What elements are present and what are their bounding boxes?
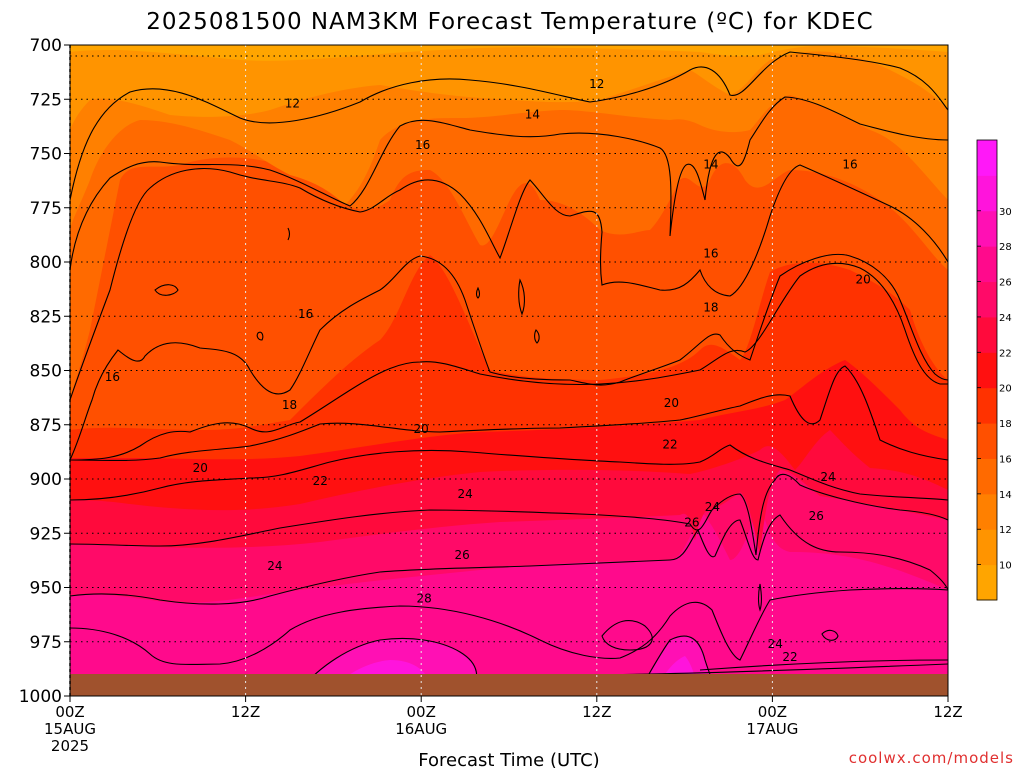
colorbar-swatch xyxy=(977,316,997,353)
contour-label: 26 xyxy=(455,548,470,562)
colorbar-label: 28 xyxy=(999,242,1012,253)
x-tick-label: 12Z xyxy=(231,703,260,721)
colorbar-swatch xyxy=(977,140,997,176)
colorbar-label: 12 xyxy=(999,525,1012,536)
colorbar-label: 20 xyxy=(999,384,1012,395)
terrain-below-ground xyxy=(70,674,948,696)
y-tick-label: 725 xyxy=(30,90,62,110)
contour-labels: 1212141416161616161818202020202222242424… xyxy=(105,77,871,664)
contour-label: 18 xyxy=(703,301,718,315)
x-tick-label: 00Z xyxy=(55,703,84,721)
colorbar-swatch xyxy=(977,458,997,495)
colorbar-label: 18 xyxy=(999,419,1012,430)
x-tick-label: 17AUG xyxy=(746,720,798,738)
colorbar-swatch xyxy=(977,529,997,566)
colorbar: 10 12 14 16 18 20 22 24 26 28 30 xyxy=(976,139,1012,601)
contour-label: 24 xyxy=(820,470,835,484)
x-tick-label: 15AUG xyxy=(44,720,96,738)
contour-label: 24 xyxy=(705,500,720,514)
y-tick-label: 825 xyxy=(30,307,62,327)
x-axis-title: Forecast Time (UTC) xyxy=(418,750,599,768)
colorbar-swatch xyxy=(977,175,997,212)
y-tick-label: 875 xyxy=(30,416,62,436)
x-tick-label: 12Z xyxy=(933,703,962,721)
colorbar-label: 24 xyxy=(999,313,1012,324)
contour-label: 24 xyxy=(457,487,472,501)
x-tick-label: 00Z xyxy=(407,703,436,721)
colorbar-label: 26 xyxy=(999,278,1012,289)
contour-label: 12 xyxy=(285,97,300,111)
contour-label: 20 xyxy=(193,461,208,475)
colorbar-swatch xyxy=(977,210,997,247)
colorbar-label: 14 xyxy=(999,490,1012,501)
x-tick-label: 00Z xyxy=(758,703,787,721)
y-tick-label: 1000 xyxy=(19,687,62,707)
contour-label: 28 xyxy=(416,591,431,605)
colorbar-label: 16 xyxy=(999,454,1012,465)
contour-label: 22 xyxy=(782,650,797,664)
colorbar-swatch xyxy=(977,387,997,424)
band-10-12 xyxy=(70,45,948,61)
y-tick-label: 800 xyxy=(30,253,62,273)
y-tick-label: 975 xyxy=(30,633,62,653)
contour-label: 16 xyxy=(105,370,120,384)
contour-label: 20 xyxy=(855,272,870,286)
contour-label: 22 xyxy=(313,474,328,488)
colorbar-label: 30 xyxy=(999,207,1012,218)
contour-label: 20 xyxy=(414,422,429,436)
contour-label: 16 xyxy=(298,307,313,321)
colorbar-frame xyxy=(976,139,998,601)
contour-label: 16 xyxy=(842,157,857,171)
contour-label: 14 xyxy=(525,107,540,121)
colorbar-label: 22 xyxy=(999,348,1012,359)
x-tick-label: 2025 xyxy=(51,737,89,755)
contour-label: 16 xyxy=(703,246,718,260)
contour-label: 24 xyxy=(267,559,282,573)
y-tick-label: 775 xyxy=(30,199,62,219)
contour-label: 20 xyxy=(664,396,679,410)
colorbar-swatch xyxy=(977,423,997,459)
colorbar-swatch xyxy=(977,352,997,389)
y-axis-ticks: 700 725 750 775 800 825 850 875 900 925 950 975 1000 xyxy=(19,36,70,707)
y-tick-label: 750 xyxy=(30,145,62,165)
y-tick-label: 850 xyxy=(30,362,62,382)
y-tick-label: 900 xyxy=(30,470,62,490)
contour-label: 22 xyxy=(662,437,677,451)
contour-label: 26 xyxy=(809,509,824,523)
y-tick-label: 950 xyxy=(30,579,62,599)
contour-label: 24 xyxy=(768,637,783,651)
contour-label: 16 xyxy=(415,138,430,152)
grid-lines xyxy=(70,45,948,696)
credit-text: coolwx.com/models xyxy=(849,749,1014,767)
contour-label: 12 xyxy=(589,77,604,91)
colorbar-swatch xyxy=(977,564,997,601)
plot-field xyxy=(70,45,948,696)
contour-label: 26 xyxy=(684,515,699,529)
colorbar-swatch xyxy=(977,281,997,318)
contour-label: 14 xyxy=(703,157,718,171)
contour-label: 18 xyxy=(282,398,297,412)
x-tick-label: 16AUG xyxy=(395,720,447,738)
chart-title: 2025081500 NAM3KM Forecast Temperature (… xyxy=(146,9,873,35)
band-12-14 xyxy=(70,45,948,130)
x-tick-label: 12Z xyxy=(582,703,611,721)
y-tick-label: 925 xyxy=(30,524,62,544)
colorbar-label: 10 xyxy=(999,561,1012,572)
colorbar-swatch xyxy=(977,246,997,283)
y-tick-label: 700 xyxy=(30,36,62,56)
colorbar-swatch xyxy=(977,493,997,530)
